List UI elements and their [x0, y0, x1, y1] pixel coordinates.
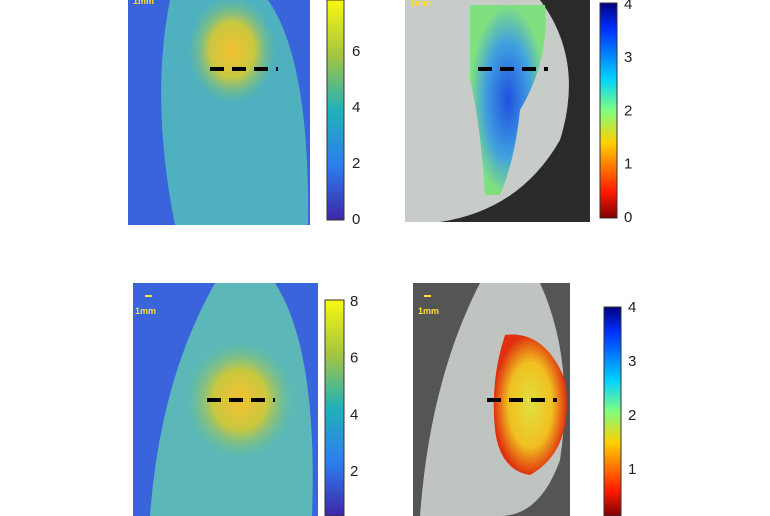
colorbar-tick-label: 2 — [350, 463, 358, 480]
scale-label: 1mm — [410, 0, 431, 8]
scale-label: 1mm — [133, 0, 154, 6]
colorbar-tick-label: 4 — [350, 406, 358, 423]
panel: 1mm 0 2 4 6 — [128, 0, 360, 228]
colorbar-tick-label: 2 — [352, 155, 360, 172]
colorbar-tick-label: 1 — [624, 156, 632, 173]
colorbar-tick-label: 2 — [624, 102, 632, 119]
colorbar-tick-label: 6 — [352, 43, 360, 60]
colorbar-tick-label: 0 — [624, 209, 632, 226]
scale-label: 1mm — [135, 306, 156, 316]
colorbar-tick-label: 4 — [624, 0, 632, 13]
colorbar-tick-label: 8 — [350, 293, 358, 310]
panel: 1mm 1 2 3 4 — [413, 283, 636, 516]
colorbar-tick-label: 6 — [350, 350, 358, 367]
panel: 1mm 0 1 2 3 4 — [405, 0, 632, 226]
panel: 1mm 2 4 6 8 — [133, 283, 358, 516]
colorbar-tick-label: 3 — [624, 49, 632, 66]
colorbar-tick-label: 1 — [628, 461, 636, 478]
colorbar-tick-label: 0 — [352, 211, 360, 228]
colorbar-tick-label: 2 — [628, 407, 636, 424]
colorbar-tick-label: 3 — [628, 353, 636, 370]
colorbar-tick-label: 4 — [352, 99, 360, 116]
colorbar-tick-label: 4 — [628, 299, 636, 316]
scale-label: 1mm — [418, 306, 439, 316]
